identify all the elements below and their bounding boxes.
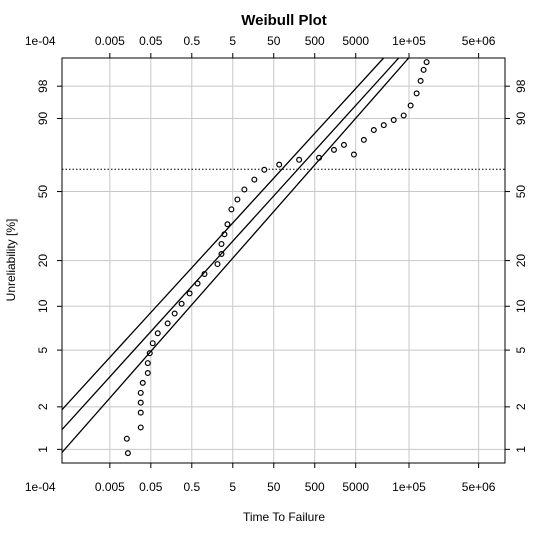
fit-line (62, 58, 385, 411)
data-point (224, 221, 231, 228)
x-tick-label: 1e-04 (25, 480, 56, 494)
y-tick-label: 20 (36, 254, 50, 268)
x-axis-label: Time To Failure (243, 510, 325, 524)
y-tick-label: 98 (36, 79, 50, 93)
data-point (228, 206, 235, 213)
data-point (171, 310, 178, 317)
data-point (123, 435, 130, 442)
data-point (423, 59, 430, 66)
data-point (296, 156, 303, 163)
x-tick-label: 0.005 (95, 480, 125, 494)
y-tick-label-right: 90 (514, 111, 528, 125)
y-tick-label-right: 1 (514, 446, 528, 453)
data-point (420, 66, 427, 73)
x-tick-label-top: 50 (267, 34, 281, 48)
x-tick-label: 1e+05 (392, 480, 426, 494)
fit-line (62, 58, 400, 431)
data-point (360, 136, 367, 143)
x-tick-label: 0.5 (183, 480, 200, 494)
y-tick-label: 50 (36, 185, 50, 199)
data-point (400, 112, 407, 119)
data-point (144, 360, 151, 367)
data-point (178, 300, 185, 307)
data-point (137, 424, 144, 431)
x-tick-label-top: 0.005 (95, 34, 125, 48)
data-point (330, 146, 337, 153)
data-point (251, 176, 258, 183)
x-tick-label-top: 1e+05 (392, 34, 426, 48)
x-tick-label-top: 0.05 (139, 34, 163, 48)
chart-title: Weibull Plot (241, 12, 327, 29)
x-tick-label-top: 5000 (342, 34, 369, 48)
data-point (164, 320, 171, 327)
data-point (137, 399, 144, 406)
data-point (124, 450, 131, 457)
data-point (154, 330, 161, 337)
x-tick-label: 5e+06 (462, 480, 496, 494)
data-point (137, 409, 144, 416)
data-point (413, 90, 420, 97)
data-point (390, 117, 397, 124)
x-tick-label-top: 5e+06 (462, 34, 496, 48)
data-point (276, 161, 283, 168)
fit-line (62, 58, 410, 453)
data-point (261, 166, 268, 173)
y-tick-label-right: 10 (514, 299, 528, 313)
plot-frame (61, 57, 506, 464)
y-tick-label: 1 (36, 446, 50, 453)
data-point (380, 122, 387, 129)
y-tick-label: 90 (36, 111, 50, 125)
data-point (417, 77, 424, 84)
data-point (407, 102, 414, 109)
y-tick-label-right: 20 (514, 254, 528, 268)
x-tick-label-top: 500 (305, 34, 325, 48)
data-point (234, 196, 241, 203)
x-tick-label-top: 1e-04 (25, 34, 56, 48)
y-axis-label: Unreliability [%] (4, 219, 18, 302)
data-point (340, 141, 347, 148)
x-tick-label: 500 (305, 480, 325, 494)
x-tick-label: 5000 (342, 480, 369, 494)
data-point (139, 379, 146, 386)
y-tick-label: 10 (36, 299, 50, 313)
data-point (218, 240, 225, 247)
x-tick-label: 50 (267, 480, 281, 494)
data-point (137, 389, 144, 396)
data-point (149, 340, 156, 347)
x-tick-label-top: 5 (229, 34, 236, 48)
data-point (144, 370, 151, 377)
x-tick-label: 5 (229, 480, 236, 494)
y-tick-label-right: 50 (514, 185, 528, 199)
y-tick-label: 2 (36, 403, 50, 410)
data-point (241, 186, 248, 193)
data-point (214, 261, 221, 268)
y-tick-label-right: 5 (514, 346, 528, 353)
y-tick-label-right: 2 (514, 403, 528, 410)
data-point (186, 290, 193, 297)
y-tick-label: 5 (36, 346, 50, 353)
data-point (370, 127, 377, 134)
data-point (350, 151, 357, 158)
x-tick-label-top: 0.5 (183, 34, 200, 48)
x-tick-label: 0.05 (139, 480, 163, 494)
y-tick-label-right: 98 (514, 79, 528, 93)
